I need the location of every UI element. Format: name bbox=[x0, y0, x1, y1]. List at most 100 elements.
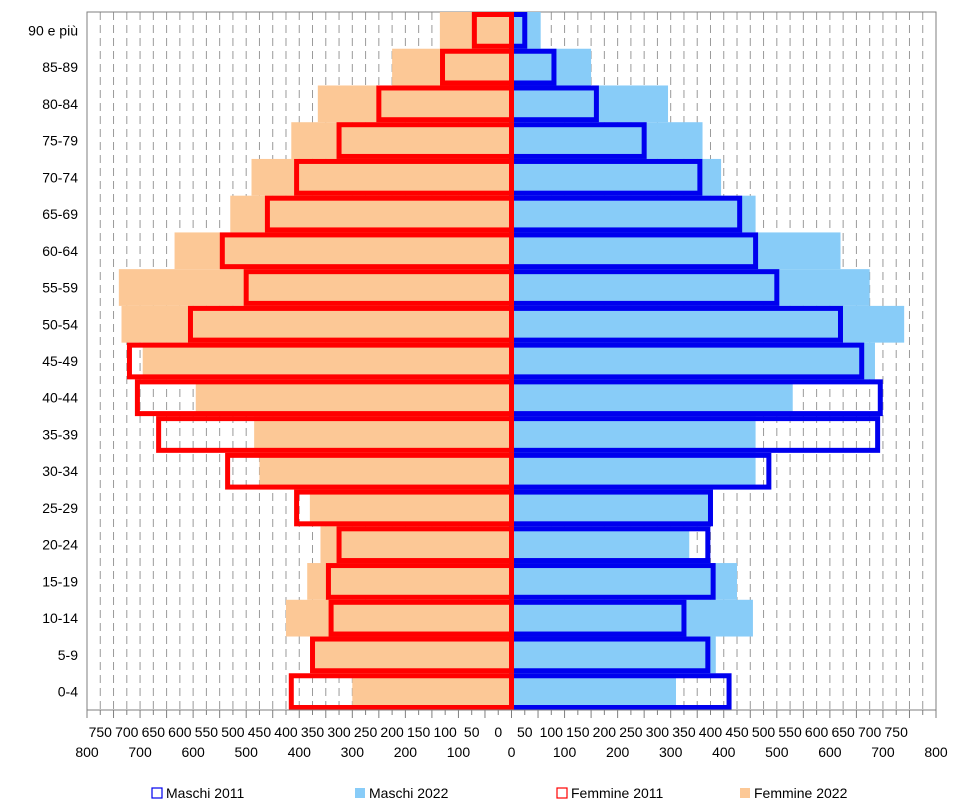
femmine-2022-bar bbox=[307, 563, 512, 600]
legend-swatch bbox=[740, 788, 750, 798]
femmine-2022-bar bbox=[230, 195, 512, 233]
femmine-2011-bar bbox=[294, 489, 514, 527]
x-tick-label-upper: 350 bbox=[672, 724, 696, 740]
x-tick-label-lower: 300 bbox=[659, 744, 683, 760]
femmine-2011-bar bbox=[219, 232, 514, 270]
x-tick-label-lower: 800 bbox=[924, 744, 948, 760]
outline-bars bbox=[126, 12, 883, 711]
x-tick-label-upper: 400 bbox=[699, 724, 723, 740]
legend-swatch bbox=[556, 787, 568, 799]
legend-swatch bbox=[355, 788, 365, 798]
femmine-2011-bar bbox=[471, 12, 515, 49]
x-tick-label-lower: 0 bbox=[508, 744, 516, 760]
x-tick-label-upper: 0 bbox=[494, 724, 502, 740]
x-tick-label-upper: 750 bbox=[885, 724, 909, 740]
x-tick-label-upper: 600 bbox=[805, 724, 829, 740]
category-label: 5-9 bbox=[58, 647, 78, 663]
category-label: 85-89 bbox=[42, 59, 78, 75]
x-tick-label-upper: 400 bbox=[274, 724, 298, 740]
femmine-2011-bar bbox=[288, 673, 514, 711]
x-tick-label-lower: 800 bbox=[75, 744, 99, 760]
x-tick-label-lower: 700 bbox=[128, 744, 152, 760]
maschi-2022-bar bbox=[511, 232, 841, 270]
maschi-2022-bar bbox=[511, 48, 592, 86]
x-tick-label-lower: 100 bbox=[553, 744, 577, 760]
femmine-2022-bar bbox=[174, 232, 512, 270]
femmine-2011-bar bbox=[310, 636, 514, 674]
x-tick-label-lower: 300 bbox=[341, 744, 365, 760]
category-label: 10-14 bbox=[42, 610, 78, 626]
category-label: 50-54 bbox=[42, 316, 78, 332]
x-tick-label-lower: 200 bbox=[606, 744, 630, 760]
femmine-2022-bar bbox=[118, 269, 512, 306]
femmine-2011-bar bbox=[294, 158, 514, 196]
x-tick-label-lower: 400 bbox=[712, 744, 736, 760]
category-label: 60-64 bbox=[42, 243, 78, 259]
category-label: 20-24 bbox=[42, 537, 78, 553]
x-tick-label-upper: 500 bbox=[752, 724, 776, 740]
femmine-2011-bar bbox=[440, 48, 514, 86]
x-tick-label-upper: 250 bbox=[354, 724, 378, 740]
maschi-2022-bar bbox=[511, 599, 753, 637]
maschi-2022-bar bbox=[511, 85, 669, 123]
maschi-2022-bar bbox=[511, 673, 676, 710]
legend: Maschi 2011 Maschi 2022 Femmine 2011 Femmin… bbox=[151, 785, 848, 801]
x-tick-label-upper: 100 bbox=[540, 724, 564, 740]
category-label: 30-34 bbox=[42, 463, 78, 479]
category-label: 40-44 bbox=[42, 390, 78, 406]
x-tick-label-upper: 750 bbox=[89, 724, 113, 740]
x-tick-label-upper: 650 bbox=[831, 724, 855, 740]
maschi-2022-bar bbox=[511, 636, 716, 674]
category-label: 80-84 bbox=[42, 96, 78, 112]
x-tick-label-upper: 50 bbox=[464, 724, 480, 740]
x-tick-label-upper: 550 bbox=[778, 724, 802, 740]
x-tick-label-lower: 200 bbox=[394, 744, 418, 760]
x-tick-label-upper: 100 bbox=[433, 724, 457, 740]
femmine-2011-bar bbox=[243, 269, 514, 306]
femmine-2011-bar bbox=[376, 85, 514, 123]
legend-label: Femmine 2011 bbox=[571, 785, 664, 801]
category-label: 35-39 bbox=[42, 426, 78, 442]
category-label: 15-19 bbox=[42, 573, 78, 589]
femmine-2022-bar bbox=[121, 305, 512, 343]
category-label: 55-59 bbox=[42, 280, 78, 296]
x-tick-label-upper: 300 bbox=[646, 724, 670, 740]
x-tick-label-upper: 450 bbox=[248, 724, 272, 740]
femmine-2011-bar bbox=[126, 342, 514, 380]
x-tick-label-lower: 600 bbox=[818, 744, 842, 760]
femmine-2011-bar bbox=[225, 452, 514, 490]
x-tick-label-upper: 450 bbox=[725, 724, 749, 740]
femmine-2022-bar bbox=[320, 526, 512, 564]
femmine-2022-bar bbox=[251, 158, 512, 196]
category-label: 90 e più bbox=[28, 22, 78, 38]
category-label: 25-29 bbox=[42, 500, 78, 516]
maschi-2022-bar bbox=[511, 489, 711, 527]
category-label: 0-4 bbox=[58, 684, 78, 700]
maschi-2022-bar bbox=[511, 305, 905, 343]
legend-swatch bbox=[151, 787, 163, 799]
femmine-2022-bar bbox=[309, 489, 512, 527]
category-label: 75-79 bbox=[42, 133, 78, 149]
femmine-2011-bar bbox=[134, 379, 515, 417]
x-tick-label-upper: 600 bbox=[168, 724, 192, 740]
maschi-2022-bar bbox=[511, 195, 756, 233]
category-label: 45-49 bbox=[42, 353, 78, 369]
maschi-2022-bar bbox=[511, 342, 875, 380]
femmine-2011-bar bbox=[156, 416, 514, 453]
x-tick-label-upper: 200 bbox=[380, 724, 404, 740]
femmine-2011-bar bbox=[328, 599, 514, 637]
femmine-2022-bar bbox=[259, 452, 512, 490]
x-tick-label-lower: 700 bbox=[871, 744, 895, 760]
x-axis: 750 700 650 600 550 500 450 400 350 300 250 200 150 1… bbox=[75, 709, 948, 760]
x-tick-label-lower: 400 bbox=[288, 744, 312, 760]
x-tick-label-upper: 700 bbox=[115, 724, 139, 740]
maschi-2022-bar bbox=[511, 416, 756, 453]
femmine-2022-bar bbox=[317, 85, 512, 123]
x-tick-label-lower: 600 bbox=[181, 744, 205, 760]
femmine-2022-bar bbox=[285, 599, 512, 637]
femmine-2022-bar bbox=[142, 342, 512, 380]
x-tick-label-upper: 350 bbox=[301, 724, 325, 740]
x-tick-label-upper: 200 bbox=[593, 724, 617, 740]
femmine-2022-bar bbox=[312, 636, 512, 674]
